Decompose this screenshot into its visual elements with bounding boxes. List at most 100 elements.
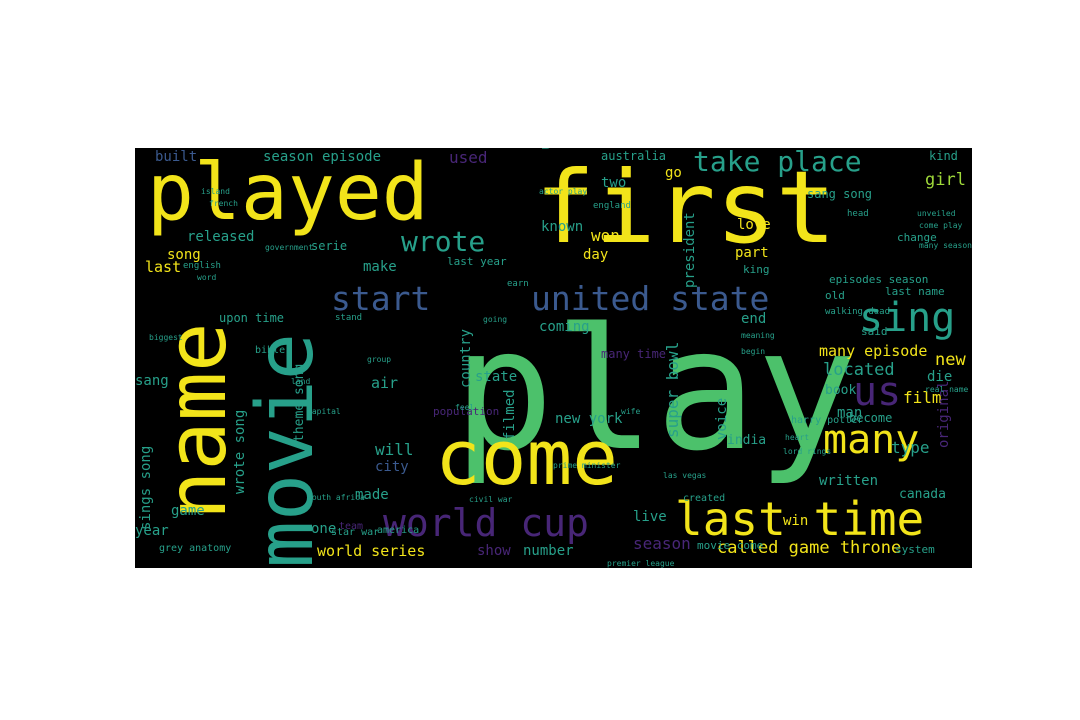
word-located: located [823,360,895,380]
word-many: many [823,417,920,463]
word-day: day [583,247,609,263]
word-stand: stand [335,313,363,323]
word-change: change [897,231,937,244]
word-wrote: wrote [401,225,486,258]
word-australia: australia [601,149,667,163]
word-end: end [741,311,767,327]
word-old: old [825,289,845,302]
word-last: last [145,258,182,276]
word-known: known [541,219,584,235]
word-english: english [183,261,221,271]
word-many-season: many season [919,241,972,250]
word-lord-rings: lord rings [783,447,832,456]
word-land: land [291,377,311,386]
word-won: won [591,226,620,245]
word-will: will [375,440,414,459]
word-take-place: take place [693,148,862,178]
word-real-name: real name [925,385,969,394]
word-played: played [147,148,429,238]
word-las-vegas: las vegas [663,471,707,480]
word-book: book [825,383,857,398]
word-new-york: new york [555,411,623,427]
word-season: season [633,534,691,553]
word-game: game [171,503,205,519]
word-make: make [363,259,397,275]
word-upon-time: upon time [219,311,285,325]
word-united-state: united state [531,279,770,318]
word-last-name: last name [885,285,945,298]
word-type: type [891,438,930,457]
word-meaning: meaning [741,331,775,340]
word-new: new [935,350,966,370]
word-said: said [861,325,888,338]
word-biggest: biggest [149,333,183,342]
word-unveiled: unveiled [917,209,956,218]
word-king: king [743,263,770,276]
word-grey-anatomy: grey anatomy [159,543,232,554]
word-year: year [135,523,169,539]
word-made: made [355,487,389,503]
word-kind: kind [929,149,958,163]
word-man: man [837,405,863,421]
word-walking-dead: walking dead [825,307,891,317]
word-prime-minister: prime minister [553,461,621,470]
word-come-play: come play [919,221,963,230]
word-sang-song: sang song [807,187,873,201]
word-used: used [449,148,488,167]
word-america: america [377,525,420,536]
word-win: win [783,513,809,529]
word-group: group [367,355,392,364]
word-actor-play: actor play [539,187,588,196]
word-serie: serie [311,239,348,253]
word-last-time: last time [675,492,925,546]
word-bible: bible [255,345,286,356]
word-french: french [209,199,238,208]
word-team: team [339,521,364,532]
word-one: one [311,521,337,537]
word-season-episode: season episode [263,149,382,165]
word-state: state [475,369,518,385]
word-written: written [819,473,879,489]
word-head: head [847,209,869,219]
word-cloud: play first played name movie come last time wor… [135,148,972,568]
word-south-africa: south africa [307,493,365,502]
word-uk: uk [538,148,554,150]
word-name: name [150,322,245,520]
word-country: country [458,328,474,388]
word-called-game-throne: called game throne [717,538,902,558]
word-first: first [535,149,837,266]
word-wife: wife [621,407,641,416]
word-wrote-song: wrote song [232,409,248,494]
word-earn: earn [507,279,529,289]
word-become: become [849,411,893,425]
word-feel: feel [455,403,475,412]
word-start: start [331,279,431,318]
word-air: air [371,374,399,392]
word-go: go [665,165,682,181]
word-going: going [483,315,508,324]
word-theme-song: theme song [292,363,307,442]
word-coming: coming [539,319,590,335]
word-word: word [197,273,217,282]
word-love: love [737,217,771,233]
word-premier-league: premier league [607,559,675,568]
word-begin: begin [741,347,766,356]
word-last-year: last year [447,255,507,268]
word-harry-potter: harry potter [791,415,864,426]
word-play: play [453,292,858,488]
word-live: live [633,509,667,525]
word-world-cup: world cup [383,501,589,545]
word-civil-war: civil war [469,495,513,504]
word-super-bowl: super bowl [663,341,682,438]
word-die: die [927,369,953,385]
word-capital: capital [307,407,341,416]
word-filmed: filmed [502,389,518,440]
word-canada: canada [899,487,946,502]
word-episodes-season: episodes season [829,273,929,286]
word-movie-come: movie come [697,539,764,552]
word-president: president [682,212,698,288]
word-sings-song: sings song [138,445,154,530]
word-built: built [155,149,198,165]
word-film: film [903,388,942,407]
word-song: song [167,247,201,263]
